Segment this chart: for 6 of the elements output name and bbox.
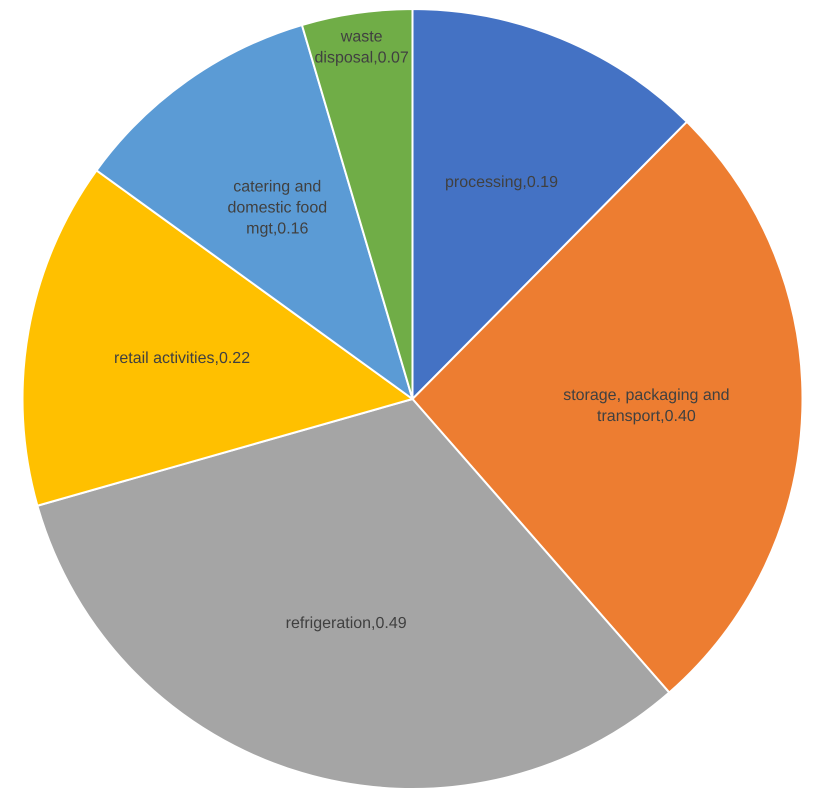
slice-label: storage, packaging and transport,0.40 — [563, 387, 730, 426]
slice-label: waste disposal,0.07 — [314, 28, 409, 67]
slice-label: refrigeration,0.49 — [286, 614, 407, 632]
slice-label: catering and domestic food mgt,0.16 — [227, 178, 328, 238]
slice-label: retail activities,0.22 — [114, 350, 250, 367]
slice-label: processing,0.19 — [445, 174, 558, 191]
